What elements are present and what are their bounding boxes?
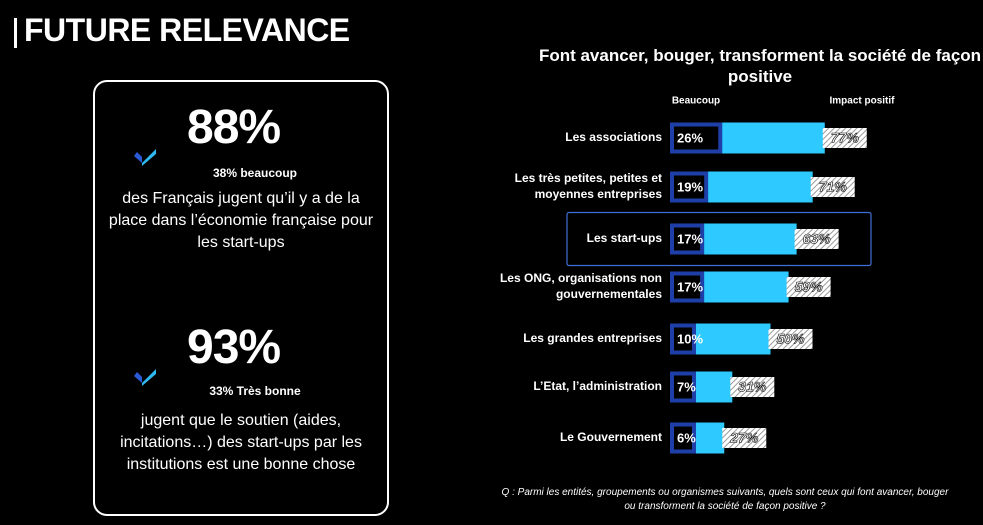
bar-beaucoup-inner [674, 126, 719, 150]
highlight-box [566, 211, 872, 267]
bar-beaucoup-inner [674, 275, 701, 299]
category-label: Le Gouvernement [560, 430, 662, 444]
bar-beaucoup-inner [674, 227, 701, 251]
category-label: L’Etat, l’administration [533, 379, 662, 393]
category-label: Les très petites, petites et moyennes ent… [515, 171, 663, 201]
stat-value: 88% [187, 101, 281, 154]
bar-beaucoup-inner [674, 175, 705, 199]
value-label-impact-bg [786, 277, 831, 297]
stat-subtext: 38% beaucoup [212, 166, 298, 180]
value-label-impact: 50% [776, 331, 805, 347]
bar-beaucoup-inner [674, 327, 692, 351]
page-title: FUTURE RELEVANCE [24, 12, 350, 48]
legend-beaucoup: Beaucoup [672, 96, 720, 107]
value-label-impact-bg [730, 377, 775, 397]
chart-title: Font avancer, bouger, transforment la so… [538, 46, 982, 86]
value-label-impact: 71% [819, 179, 848, 195]
value-label-impact: 31% [738, 379, 767, 395]
stat-subtext: 33% Très bonne [209, 384, 301, 398]
bar-beaucoup-inner [674, 375, 692, 399]
value-label-impact: 63% [803, 231, 832, 247]
stat-value: 93% [187, 321, 281, 374]
bar-beaucoup-inner [674, 426, 692, 450]
value-label-beaucoup: 10% [677, 331, 703, 346]
value-label-impact: 59% [795, 279, 824, 295]
check-icon [134, 369, 156, 386]
title-accent-bar [14, 18, 17, 48]
value-label-impact-bg [810, 177, 855, 197]
category-label: Les ONG, organisations non gouvernemental… [500, 271, 662, 301]
value-label-beaucoup: 26% [677, 130, 703, 145]
value-label-impact-bg [822, 128, 867, 148]
legend-impact-positif: Impact positif [829, 96, 895, 107]
stat-description: jugent que le soutien (aides, incitation… [120, 412, 362, 473]
value-label-impact: 27% [729, 430, 759, 446]
value-label-beaucoup: 17% [677, 279, 703, 294]
category-label: Les grandes entreprises [523, 331, 662, 345]
value-label-beaucoup: 19% [677, 179, 703, 194]
category-label: Les start-ups [587, 231, 663, 245]
check-icon [134, 149, 156, 166]
value-label-beaucoup: 6% [677, 430, 696, 445]
stat-description: des Français jugent qu’il y a de la plac… [108, 190, 374, 251]
question-footnote: Q : Parmi les entités, groupements ou or… [501, 487, 949, 512]
stats-card: 88% 38% beaucoup des Français jugent qu’… [93, 80, 389, 516]
value-label-impact-bg [794, 229, 839, 249]
value-label-impact: 77% [831, 130, 860, 146]
value-label-impact-bg [722, 428, 767, 448]
category-label: Les associations [565, 130, 662, 144]
value-label-beaucoup: 17% [677, 231, 703, 246]
value-label-impact-bg [768, 329, 813, 349]
value-label-beaucoup: 7% [677, 379, 696, 394]
